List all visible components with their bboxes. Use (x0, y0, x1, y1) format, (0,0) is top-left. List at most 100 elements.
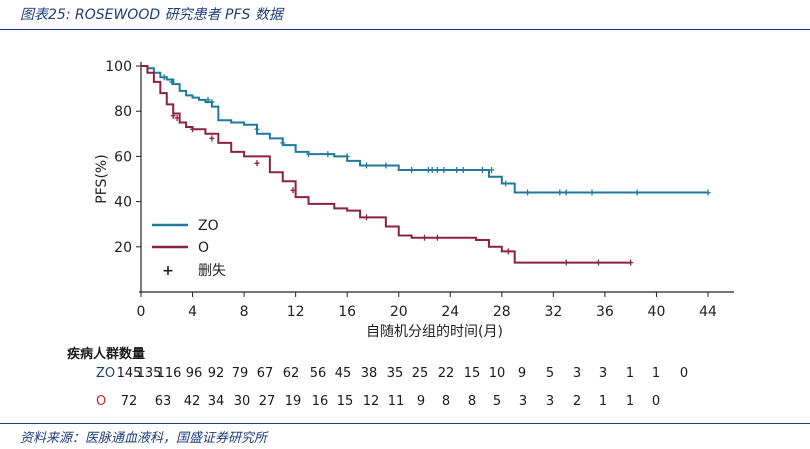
risk-count: 5 (545, 366, 555, 381)
risk-count: 62 (282, 366, 300, 381)
y-tick-label: 100 (105, 59, 132, 75)
x-tick-label: 0 (137, 304, 146, 320)
risk-count: 135 (136, 366, 162, 381)
risk-count: 9 (416, 394, 426, 409)
censor-mark (254, 160, 260, 167)
x-tick-label: 24 (441, 304, 459, 320)
risk-count: 2 (572, 394, 582, 409)
risk-count: 45 (334, 366, 352, 381)
censor-mark (460, 166, 466, 173)
censor-mark (170, 112, 176, 119)
censor-mark (429, 166, 435, 173)
risk-count: 63 (154, 394, 172, 409)
censor-mark (434, 234, 440, 241)
y-axis-title: PFS(%) (94, 154, 110, 203)
y-tick-label: 80 (114, 104, 132, 120)
risk-count: 35 (386, 366, 404, 381)
risk-count: 16 (311, 394, 329, 409)
risk-count: 116 (156, 366, 182, 381)
risk-count: 1 (598, 394, 608, 409)
footer-divider (0, 423, 810, 424)
censor-mark (325, 151, 331, 158)
y-tick-label: 60 (114, 149, 132, 165)
censor-mark (190, 126, 196, 133)
risk-row-values: 72 63 42 34 30 27 19 16 15 12 11 9 8 8 5 3 3 2 1 1 0 (0, 394, 810, 414)
x-tick-label: 32 (544, 304, 562, 320)
series-line-o (141, 65, 631, 264)
risk-row-label: ZO (96, 366, 116, 381)
censor-mark (344, 153, 350, 160)
risk-count: 72 (120, 394, 138, 409)
censor-mark (441, 166, 447, 173)
header-divider (0, 29, 810, 30)
censor-mark (505, 248, 511, 255)
censor-mark (254, 126, 260, 133)
risk-count: 1 (625, 394, 635, 409)
x-tick-label: 36 (596, 304, 614, 320)
risk-count: 3 (572, 366, 582, 381)
x-axis-title: 自随机分组的时间(月) (366, 324, 503, 340)
censor-mark (422, 234, 427, 241)
y-tick-label: 20 (114, 240, 132, 256)
x-tick-label: 4 (188, 304, 197, 320)
risk-count: 0 (679, 366, 689, 381)
risk-count: 3 (518, 394, 528, 409)
risk-count: 38 (360, 366, 378, 381)
risk-count: 42 (183, 394, 201, 409)
censor-mark (169, 78, 175, 85)
risk-count: 9 (517, 366, 527, 381)
figure-title: 图表25: ROSEWOOD 研究患者 PFS 数据 (20, 7, 283, 23)
risk-count: 15 (463, 366, 481, 381)
censor-mark (174, 114, 180, 121)
km-chart: 20 40 60 80 100 0 4 8 12 16 20 24 28 32 36 40 44 自随机分组的时间… (94, 59, 734, 340)
censor-mark (205, 96, 211, 103)
risk-count: 11 (387, 394, 405, 409)
censor-mark (479, 166, 485, 173)
censor-mark (503, 180, 509, 187)
risk-row-label: O (96, 394, 107, 409)
risk-count: 8 (441, 394, 451, 409)
censor-mark (557, 189, 563, 196)
risk-count: 1 (651, 366, 661, 381)
risk-count: 0 (651, 394, 661, 409)
censor-mark (454, 166, 460, 173)
risk-count: 22 (437, 366, 455, 381)
x-tick-label: 44 (699, 304, 717, 320)
legend-censor-symbol: + (162, 263, 174, 279)
risk-count: 30 (233, 394, 251, 409)
risk-row-o: O 72 63 42 34 30 27 19 16 15 12 11 9 8 8 5 3 3 2 1 1 0 (0, 394, 810, 414)
risk-count: 96 (185, 366, 203, 381)
risk-count: 27 (258, 394, 276, 409)
risk-count: 1 (625, 366, 635, 381)
risk-count: 8 (467, 394, 477, 409)
risk-count: 3 (598, 366, 608, 381)
risk-count: 5 (492, 394, 502, 409)
risk-count: 67 (256, 366, 274, 381)
risk-count: 15 (336, 394, 354, 409)
censor-mark (306, 151, 312, 158)
risk-row-zo: ZO 145 135 116 96 92 79 67 62 56 45 38 35 25 22 15 10 9 5… (0, 366, 810, 386)
censor-mark (364, 214, 370, 221)
risk-count: 79 (231, 366, 249, 381)
x-tick-label: 16 (338, 304, 356, 320)
censor-mark (290, 187, 296, 194)
censor-mark (209, 99, 215, 106)
x-tick-label: 28 (493, 304, 511, 320)
censor-mark (364, 162, 370, 169)
legend-label-zo: ZO (198, 218, 219, 234)
censor-mark (434, 166, 440, 173)
risk-row-values: 145 135 116 96 92 79 67 62 56 45 38 35 25 22 15 10 9 5 3 3 1… (0, 366, 810, 386)
censor-mark (209, 135, 215, 142)
x-tick-label: 20 (390, 304, 408, 320)
censor-mark (563, 189, 569, 196)
censor-mark (705, 189, 711, 196)
censor-mark (383, 162, 389, 169)
x-tick-label: 8 (240, 304, 249, 320)
x-tick-label: 40 (648, 304, 666, 320)
censor-mark (525, 189, 531, 196)
legend-censor-label: 删失 (198, 263, 226, 279)
risk-table-title: 疾病人群数量 (67, 347, 146, 362)
censor-mark (409, 166, 415, 173)
censor-mark (280, 139, 286, 146)
risk-count: 56 (309, 366, 327, 381)
